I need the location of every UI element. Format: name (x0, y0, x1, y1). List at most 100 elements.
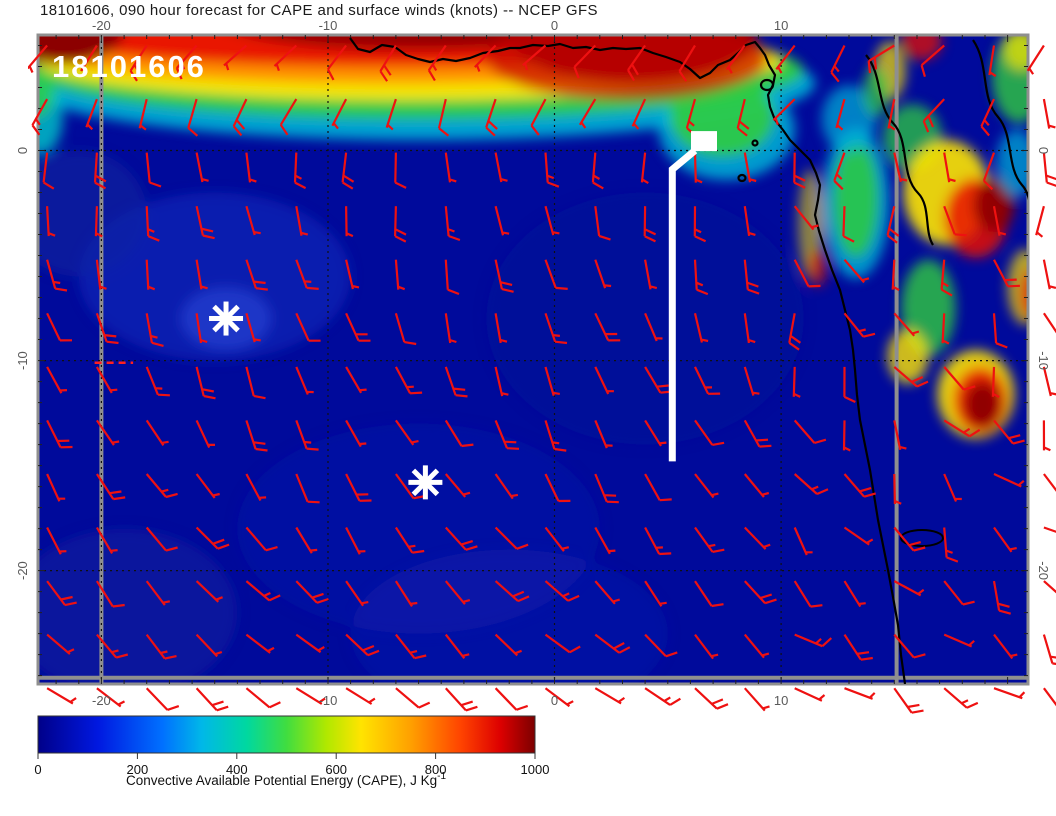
wind-barb (444, 313, 457, 344)
wind-barb (793, 205, 819, 231)
wind-barb (444, 259, 460, 296)
wind-barb (743, 687, 770, 712)
wind-barb (485, 98, 498, 137)
wind-barb (843, 526, 874, 546)
wind-barb (694, 580, 724, 608)
wind-barb (743, 633, 770, 659)
wind-barb (245, 687, 281, 709)
wind-barb (644, 419, 667, 447)
wind-barb (993, 526, 1017, 553)
wind-barb (195, 687, 229, 712)
wind-barb (627, 44, 647, 82)
map-date-label: 18101606 (52, 49, 206, 84)
wind-barb (95, 473, 126, 501)
wind-barb (95, 366, 118, 394)
wind-barb (594, 312, 621, 342)
wind-barb (444, 633, 470, 659)
colorbar-tick-label: 1000 (521, 762, 550, 777)
axis-tick-label: 10 (774, 18, 788, 33)
wind-barb (341, 152, 355, 190)
wind-barb (644, 580, 667, 607)
wind-barb (743, 313, 756, 344)
wind-barb (394, 366, 423, 395)
wind-barb (578, 98, 597, 129)
colorbar-title-superscript: -1 (437, 771, 446, 782)
wind-barb (279, 98, 298, 136)
wind-barb (494, 419, 520, 450)
wind-barb (295, 580, 329, 604)
wind-barb (743, 366, 760, 396)
wind-barb (544, 152, 560, 188)
wind-barb (743, 580, 777, 605)
axis-tick-label: -20 (15, 561, 30, 580)
wind-barb (644, 687, 681, 706)
wind-barb (830, 45, 846, 83)
wind-barb (544, 205, 560, 236)
wind-barb (693, 206, 707, 243)
wind-barb (993, 687, 1026, 700)
wind-barb (743, 259, 760, 295)
wind-barb (345, 312, 371, 342)
cape-blob (350, 549, 668, 684)
wind-barb (223, 44, 248, 71)
wind-barb (46, 473, 66, 502)
wind-barb (195, 205, 215, 240)
wind-barb (743, 473, 770, 498)
wind-barb (940, 259, 953, 297)
wind-barb (793, 419, 827, 445)
wind-barb (394, 312, 417, 346)
wind-barb (992, 313, 1008, 349)
wind-barb (1042, 259, 1056, 290)
cape-blob (821, 85, 877, 153)
wind-barb (195, 633, 223, 658)
wind-barb (594, 580, 621, 605)
wind-barb (494, 473, 519, 500)
wind-barb (394, 580, 418, 607)
wind-barb (886, 205, 900, 244)
cape-blob (996, 129, 1028, 197)
wind-barb (95, 580, 125, 608)
wind-barb (245, 205, 261, 236)
wind-barb (544, 312, 568, 345)
wind-barb (891, 259, 900, 291)
wind-barb (345, 580, 369, 607)
wind-barb (1043, 526, 1056, 533)
wind-barb (28, 44, 48, 73)
axis-tick-label: 0 (551, 693, 558, 708)
wind-barb (993, 633, 1018, 660)
wind-barb (46, 580, 77, 607)
wind-barb (993, 472, 1025, 488)
wind-barb (394, 526, 425, 554)
wind-barb (145, 152, 162, 188)
asterisk-marker (408, 465, 443, 500)
wind-barb (893, 420, 907, 451)
wind-barb (794, 633, 833, 648)
map-tick-layer (38, 35, 1028, 684)
wind-barb (693, 259, 709, 296)
wind-barb (295, 312, 321, 342)
wind-barb (842, 420, 851, 452)
cape-blob (1019, 268, 1028, 318)
axis-tick-label: 10 (774, 693, 788, 708)
wind-barb (95, 312, 119, 345)
wind-barb (992, 205, 1007, 236)
wind-barb (1042, 152, 1056, 187)
wind-barb (544, 633, 581, 654)
wind-barb (444, 526, 478, 551)
wind-barb (395, 633, 427, 660)
wind-barb (46, 312, 73, 342)
wind-barb (232, 98, 248, 137)
wind-barb (1043, 473, 1056, 492)
wind-barb (345, 419, 367, 448)
cape-blob (38, 528, 238, 684)
wind-barb (46, 259, 68, 292)
wind-barb (843, 258, 870, 284)
cape-blob (38, 65, 54, 119)
wind-barb (394, 152, 407, 189)
wind-barb (594, 419, 613, 449)
wind-barb (993, 419, 1025, 445)
wind-barb (444, 419, 474, 448)
wind-barb (494, 313, 508, 344)
wind-barb (129, 44, 148, 82)
